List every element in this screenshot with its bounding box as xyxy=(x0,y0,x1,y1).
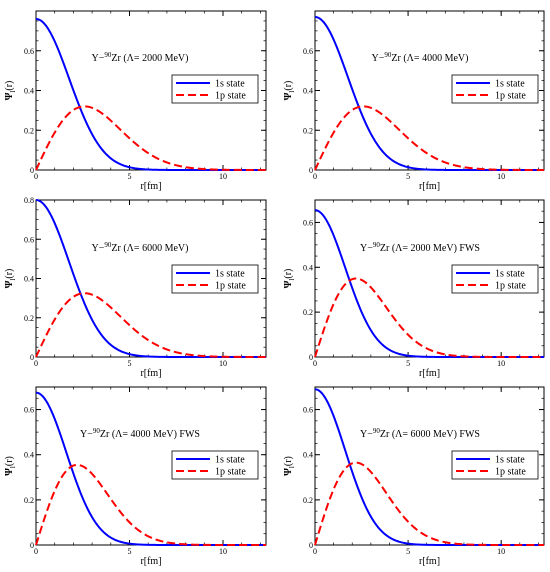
legend-label: 1s state xyxy=(495,269,525,280)
panel-5: 0 5 10 0 0.2 0.4 0.6 r[fm] Ψl(r) Y−90Zr (Λ= 4000 … xyxy=(4,386,267,567)
series-line-1p xyxy=(35,463,266,546)
series-line-1p xyxy=(314,105,544,171)
panel-1: 0 5 10 0 0.2 0.4 0.6 r[fm] Ψl(r) Y−90Zr (Λ= 2000 … xyxy=(4,10,267,192)
x-tick-label: 0 xyxy=(34,547,38,556)
y-tick-label: 0 xyxy=(309,541,313,550)
y-axis-title: Ψl(r) xyxy=(283,456,296,476)
legend-box xyxy=(171,74,259,104)
panel-annotation: Y−90Zr (Λ= 4000 MeV) xyxy=(372,51,469,64)
y-tick-label: 0 xyxy=(309,353,313,362)
y-tick-label: 0.4 xyxy=(303,87,313,96)
x-tick-label: 0 xyxy=(313,172,317,181)
y-tick-label: 0.2 xyxy=(24,314,34,323)
y-tick-label: 0.4 xyxy=(303,263,313,272)
x-axis-title: r[fm] xyxy=(140,181,161,192)
panel-6: 0 5 10 0 0.2 0.4 0.6 r[fm] Ψl(r) Y−90Zr (Λ= 6000 … xyxy=(283,386,545,567)
x-tick-label: 5 xyxy=(127,359,131,368)
legend-box xyxy=(451,74,539,104)
x-tick-label: 5 xyxy=(127,547,131,556)
x-tick-label: 0 xyxy=(313,547,317,556)
x-axis-title: r[fm] xyxy=(140,556,161,567)
series-line-1p xyxy=(35,292,266,358)
y-tick-label: 0.6 xyxy=(303,406,313,415)
x-tick-label: 5 xyxy=(406,359,410,368)
x-tick-label: 10 xyxy=(219,547,227,556)
y-tick-label: 0 xyxy=(30,353,34,362)
x-tick-label: 5 xyxy=(127,172,131,181)
legend-box xyxy=(171,264,259,294)
legend-label: 1p state xyxy=(215,91,246,102)
y-tick-label: 0.6 xyxy=(24,406,34,415)
x-tick-label: 10 xyxy=(497,547,505,556)
panel-annotation: Y−90Zr (Λ= 4000 MeV) FWS xyxy=(80,427,200,440)
x-axis-title: r[fm] xyxy=(140,368,161,379)
x-tick-label: 0 xyxy=(313,359,317,368)
x-tick-label: 10 xyxy=(219,359,227,368)
y-tick-label: 0 xyxy=(309,166,313,175)
y-tick-label: 0.6 xyxy=(303,218,313,227)
legend-label: 1p state xyxy=(495,281,526,292)
legend-label: 1s state xyxy=(215,269,245,280)
panel-annotation: Y−90Zr (Λ= 6000 MeV) xyxy=(92,241,189,254)
legend-label: 1s state xyxy=(495,455,525,466)
y-axis-title: Ψl(r) xyxy=(4,456,17,476)
x-tick-label: 10 xyxy=(497,359,505,368)
panel-4: 0 5 10 0 0.2 0.4 0.6 r[fm] Ψl(r) Y−90Zr (Λ= 2000 … xyxy=(283,199,545,379)
y-tick-label: 0.2 xyxy=(303,126,313,135)
y-tick-label: 0.6 xyxy=(24,47,34,56)
y-tick-label: 0.6 xyxy=(24,235,34,244)
y-tick-label: 0.4 xyxy=(303,451,313,460)
y-tick-label: 0.2 xyxy=(24,126,34,135)
y-tick-label: 0.4 xyxy=(24,275,34,284)
y-axis-title: Ψl(r) xyxy=(283,81,296,101)
legend-label: 1p state xyxy=(495,91,526,102)
y-tick-label: 0.2 xyxy=(303,308,313,317)
y-axis-title: Ψl(r) xyxy=(4,269,17,289)
y-axis-title: Ψl(r) xyxy=(283,269,296,289)
x-tick-label: 10 xyxy=(497,172,505,181)
series-line-1p xyxy=(314,461,544,546)
y-tick-label: 0.2 xyxy=(24,496,34,505)
x-tick-label: 0 xyxy=(34,359,38,368)
y-tick-label: 0 xyxy=(30,166,34,175)
x-tick-label: 10 xyxy=(219,172,227,181)
panel-annotation: Y−90Zr (Λ= 2000 MeV) FWS xyxy=(360,241,480,254)
y-tick-label: 0.2 xyxy=(303,496,313,505)
legend-label: 1p state xyxy=(215,281,246,292)
legend-box xyxy=(171,450,259,480)
legend-box xyxy=(451,450,539,480)
y-tick-label: 0.4 xyxy=(24,87,34,96)
series-line-1s xyxy=(314,209,544,358)
y-axis-title: Ψl(r) xyxy=(4,81,17,101)
y-tick-label: 0.8 xyxy=(24,196,34,205)
x-axis-title: r[fm] xyxy=(419,368,440,379)
panel-3: 0 5 10 0 0.2 0.4 0.6 0.8 r[fm] Ψl(r) Y−90Zr (Λ= 60… xyxy=(4,196,267,379)
panel-annotation: Y−90Zr (Λ= 6000 MeV) FWS xyxy=(360,427,480,440)
y-tick-label: 0 xyxy=(30,541,34,550)
legend-label: 1s state xyxy=(215,79,245,90)
panel-annotation: Y−90Zr (Λ= 2000 MeV) xyxy=(92,51,189,64)
series-line-1p xyxy=(35,105,266,171)
x-axis-title: r[fm] xyxy=(419,181,440,192)
x-tick-label: 0 xyxy=(34,172,38,181)
legend-box xyxy=(451,264,539,294)
legend-label: 1p state xyxy=(215,467,246,478)
y-tick-label: 0.4 xyxy=(24,451,34,460)
legend-label: 1s state xyxy=(215,455,245,466)
x-axis-title: r[fm] xyxy=(419,556,440,567)
x-tick-label: 5 xyxy=(406,547,410,556)
legend-label: 1s state xyxy=(495,79,525,90)
series-line-1p xyxy=(314,277,544,358)
y-tick-label: 0.6 xyxy=(303,47,313,56)
legend-label: 1p state xyxy=(495,467,526,478)
x-tick-label: 5 xyxy=(406,172,410,181)
panel-2: 0 5 10 0 0.2 0.4 0.6 r[fm] Ψl(r) Y−90Zr (Λ= 4000 … xyxy=(283,10,545,192)
